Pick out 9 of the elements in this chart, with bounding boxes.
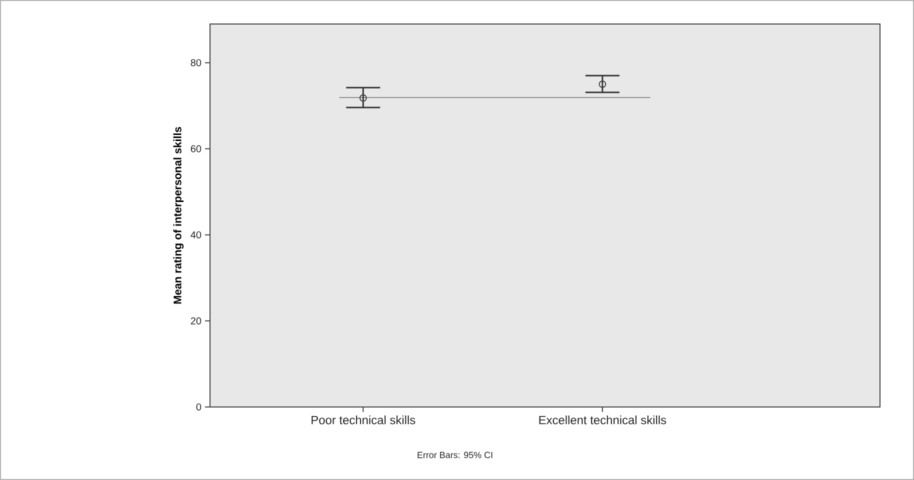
x-tick-label: Excellent technical skills [539, 416, 666, 424]
y-tick-label: 80 [190, 59, 202, 66]
y-tick-label: 0 [196, 403, 202, 411]
text: Error Bars: 95% CI [418, 452, 492, 458]
y-tick-label: 20 [190, 317, 202, 324]
y-tick-label: 60 [190, 145, 202, 152]
y-tick-label: 40 [190, 231, 202, 238]
y-axis-title: Mean rating of interpersonal skills [173, 127, 184, 304]
x-tick-label: Poor technical skills [312, 416, 416, 424]
